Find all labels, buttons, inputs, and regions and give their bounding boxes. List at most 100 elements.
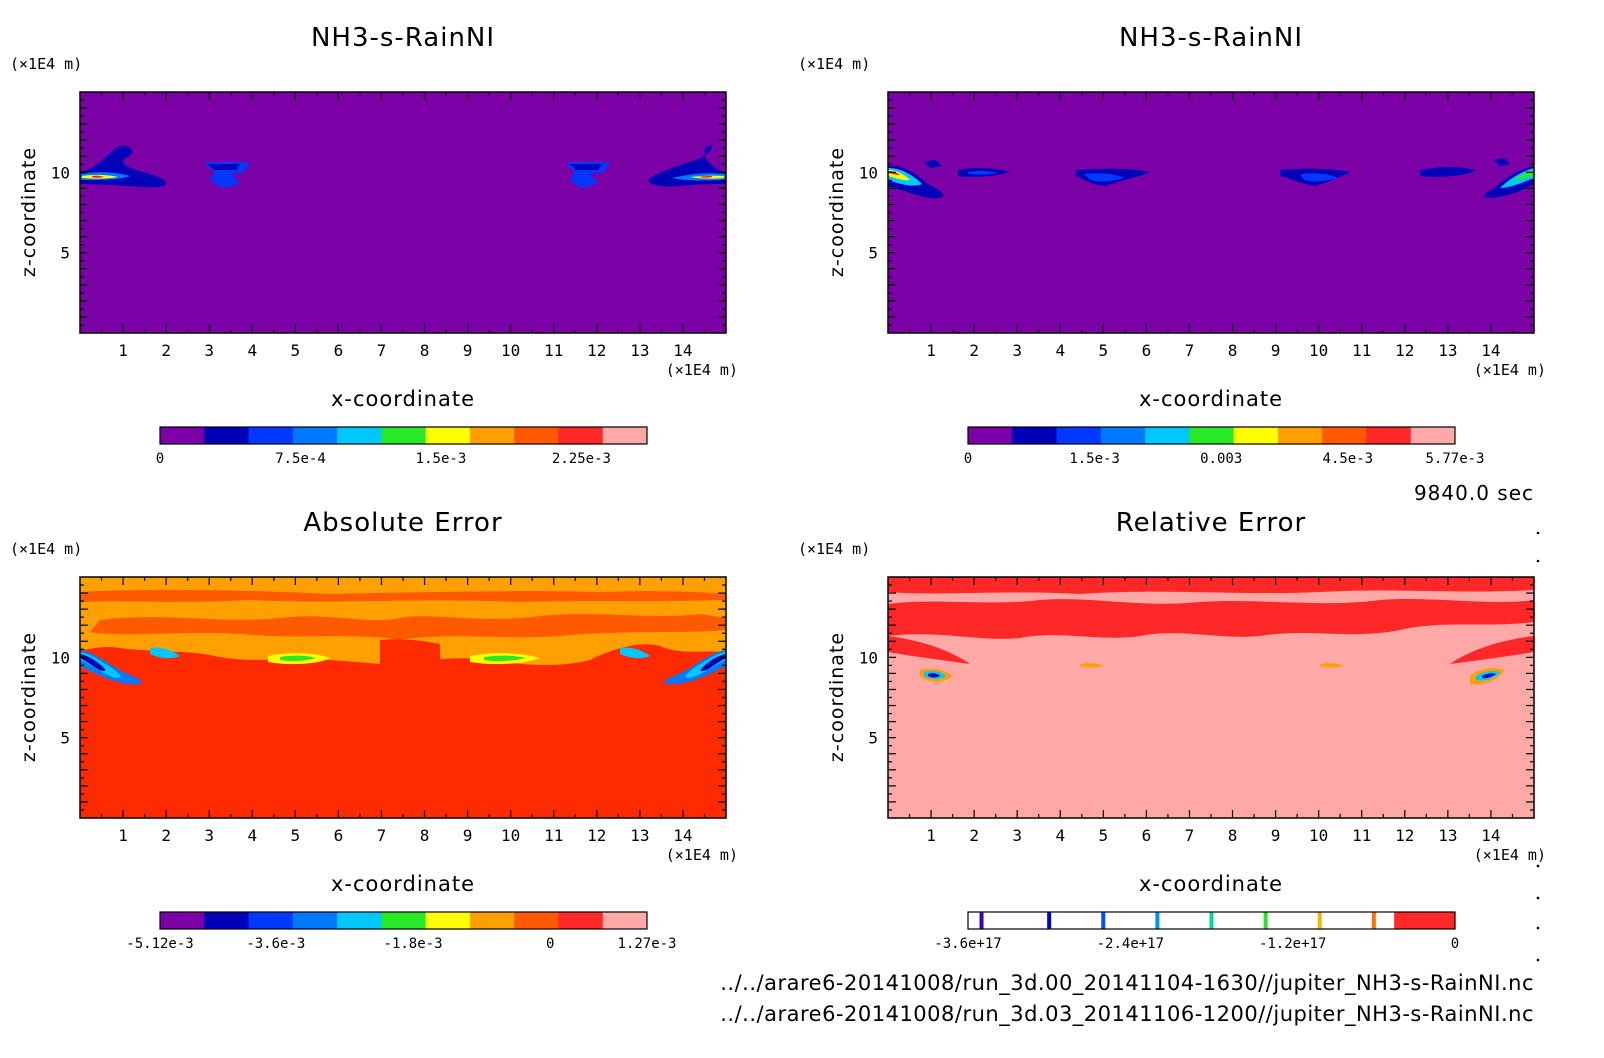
- x-tick-label: 5: [291, 826, 301, 845]
- x-axis-label: x-coordinate: [1139, 872, 1283, 896]
- plot-field: [888, 92, 1534, 333]
- y-unit-label: (×1E4 m): [798, 540, 870, 558]
- colorbar-tick-label: 2.25e-3: [552, 451, 611, 467]
- x-tick-label: 3: [1012, 341, 1022, 360]
- x-tick-label: 14: [1481, 826, 1500, 845]
- margin-dot: [1536, 531, 1540, 535]
- plot-background: [80, 92, 726, 333]
- colorbar-tick-label: 0: [1451, 936, 1459, 952]
- colorbar-tick-label: -3.6e-3: [246, 936, 305, 952]
- plot-background: [888, 92, 1534, 333]
- colorbar-tick-label: -3.6e+17: [934, 936, 1001, 952]
- x-tick-label: 10: [1309, 826, 1328, 845]
- x-tick-label: 7: [377, 341, 387, 360]
- error-spot-right: [620, 647, 650, 659]
- contour-strip-2-core: [1084, 173, 1124, 182]
- colorbar-level-line: [1047, 912, 1052, 929]
- relerr-blob-left-core: [928, 673, 940, 678]
- spot-orange-1: [1080, 663, 1104, 668]
- spot-orange-2: [1320, 663, 1344, 668]
- colorbar-tick-label: -5.12e-3: [126, 936, 193, 952]
- chart-title: NH3-s-RainNI: [311, 23, 495, 53]
- x-tick-label: 12: [587, 826, 606, 845]
- colorbar-tick-label: 0.003: [1200, 451, 1242, 467]
- x-tick-label: 3: [204, 341, 214, 360]
- colorbar-tick-label: 5.77e-3: [1425, 451, 1484, 467]
- region-red-top: [888, 577, 1534, 594]
- colorbar-level-line: [1155, 912, 1160, 929]
- region-red-left-tail: [888, 636, 970, 664]
- x-tick-label: 4: [247, 826, 257, 845]
- contour-inner-small-left: [208, 164, 240, 170]
- x-tick-label: 13: [1438, 341, 1457, 360]
- x-tick-label: 8: [1228, 826, 1238, 845]
- colorbar-segment: [469, 912, 515, 929]
- x-tick-label: 9: [463, 826, 473, 845]
- x-tick-label: 1: [118, 826, 128, 845]
- x-tick-label: 4: [1055, 826, 1065, 845]
- contour-max-left: [92, 175, 104, 178]
- y-unit-label: (×1E4 m): [10, 55, 82, 73]
- plot-field: [80, 577, 726, 818]
- colorbar-segment: [248, 912, 294, 929]
- x-tick-label: 4: [247, 341, 257, 360]
- margin-dot: [1536, 864, 1540, 868]
- x-tick-label: 2: [969, 826, 979, 845]
- y-axis-label: z-coordinate: [18, 632, 40, 762]
- colorbar-segment: [602, 912, 648, 929]
- colorbar-segment: [425, 912, 471, 929]
- x-tick-label: 14: [673, 826, 692, 845]
- x-tick-label: 12: [587, 341, 606, 360]
- file-path-1: ../../arare6-20141008/run_3d.00_20141104…: [720, 971, 1534, 996]
- x-tick-label: 1: [926, 826, 936, 845]
- y-unit-label: (×1E4 m): [10, 540, 82, 558]
- colorbar-segment: [1100, 427, 1146, 444]
- colorbar-segment: [204, 912, 250, 929]
- x-tick-label: 2: [969, 341, 979, 360]
- region-green-2: [484, 655, 526, 662]
- x-tick-label: 5: [1099, 341, 1109, 360]
- colorbar-tick-label: 0: [546, 936, 554, 952]
- error-blob-left-core: [80, 654, 106, 671]
- colorbar-tick-label: 7.5e-4: [275, 451, 326, 467]
- file-path-2: ../../arare6-20141008/run_3d.03_20141106…: [720, 1002, 1534, 1027]
- x-tick-label: 13: [630, 826, 649, 845]
- x-unit-label: (×1E4 m): [1474, 361, 1546, 379]
- x-tick-label: 6: [1142, 341, 1152, 360]
- chart-title: Absolute Error: [303, 508, 502, 538]
- panel-top-left: NH3-s-RainNI (×1E4 m) 1 2 3 4 5 6 7 8 9 10 11 12 13 1…: [10, 23, 738, 467]
- x-tick-label: 1: [118, 341, 128, 360]
- colorbar-level-line: [1263, 912, 1268, 929]
- contour-inner-small-right: [570, 164, 602, 170]
- region-red-notch: [380, 639, 440, 665]
- colorbar-segment: [337, 912, 382, 929]
- colorbar-segment: [292, 912, 338, 929]
- x-tick-label: 13: [1438, 826, 1457, 845]
- x-tick-label: 9: [1271, 826, 1281, 845]
- colorbar-segment: [204, 427, 250, 444]
- x-tick-label: 11: [544, 826, 563, 845]
- contour-strip-4: [1420, 167, 1476, 177]
- region-red-middle: [888, 599, 1534, 639]
- x-tick-label: 11: [1352, 826, 1371, 845]
- x-unit-label: (×1E4 m): [666, 361, 738, 379]
- y-tick-label: 5: [868, 729, 878, 748]
- colorbar-segment: [1233, 427, 1279, 444]
- margin-dot: [1536, 896, 1540, 900]
- chart-title: NH3-s-RainNI: [1119, 23, 1303, 53]
- contour-strip-3-core: [1300, 173, 1338, 182]
- colorbar-tick-label: 1.5e-3: [416, 451, 467, 467]
- colorbar-level-line: [1371, 912, 1376, 929]
- relerr-blob-right-core: [1482, 673, 1496, 679]
- x-tick-label: 8: [1228, 341, 1238, 360]
- colorbar-tick-label: 0: [964, 451, 972, 467]
- colorbar-segment: [248, 427, 294, 444]
- x-tick-label: 1: [926, 341, 936, 360]
- x-tick-label: 13: [630, 341, 649, 360]
- colorbar-segment: [1410, 427, 1456, 444]
- x-tick-label: 6: [334, 826, 344, 845]
- colorbar-segment: [337, 427, 382, 444]
